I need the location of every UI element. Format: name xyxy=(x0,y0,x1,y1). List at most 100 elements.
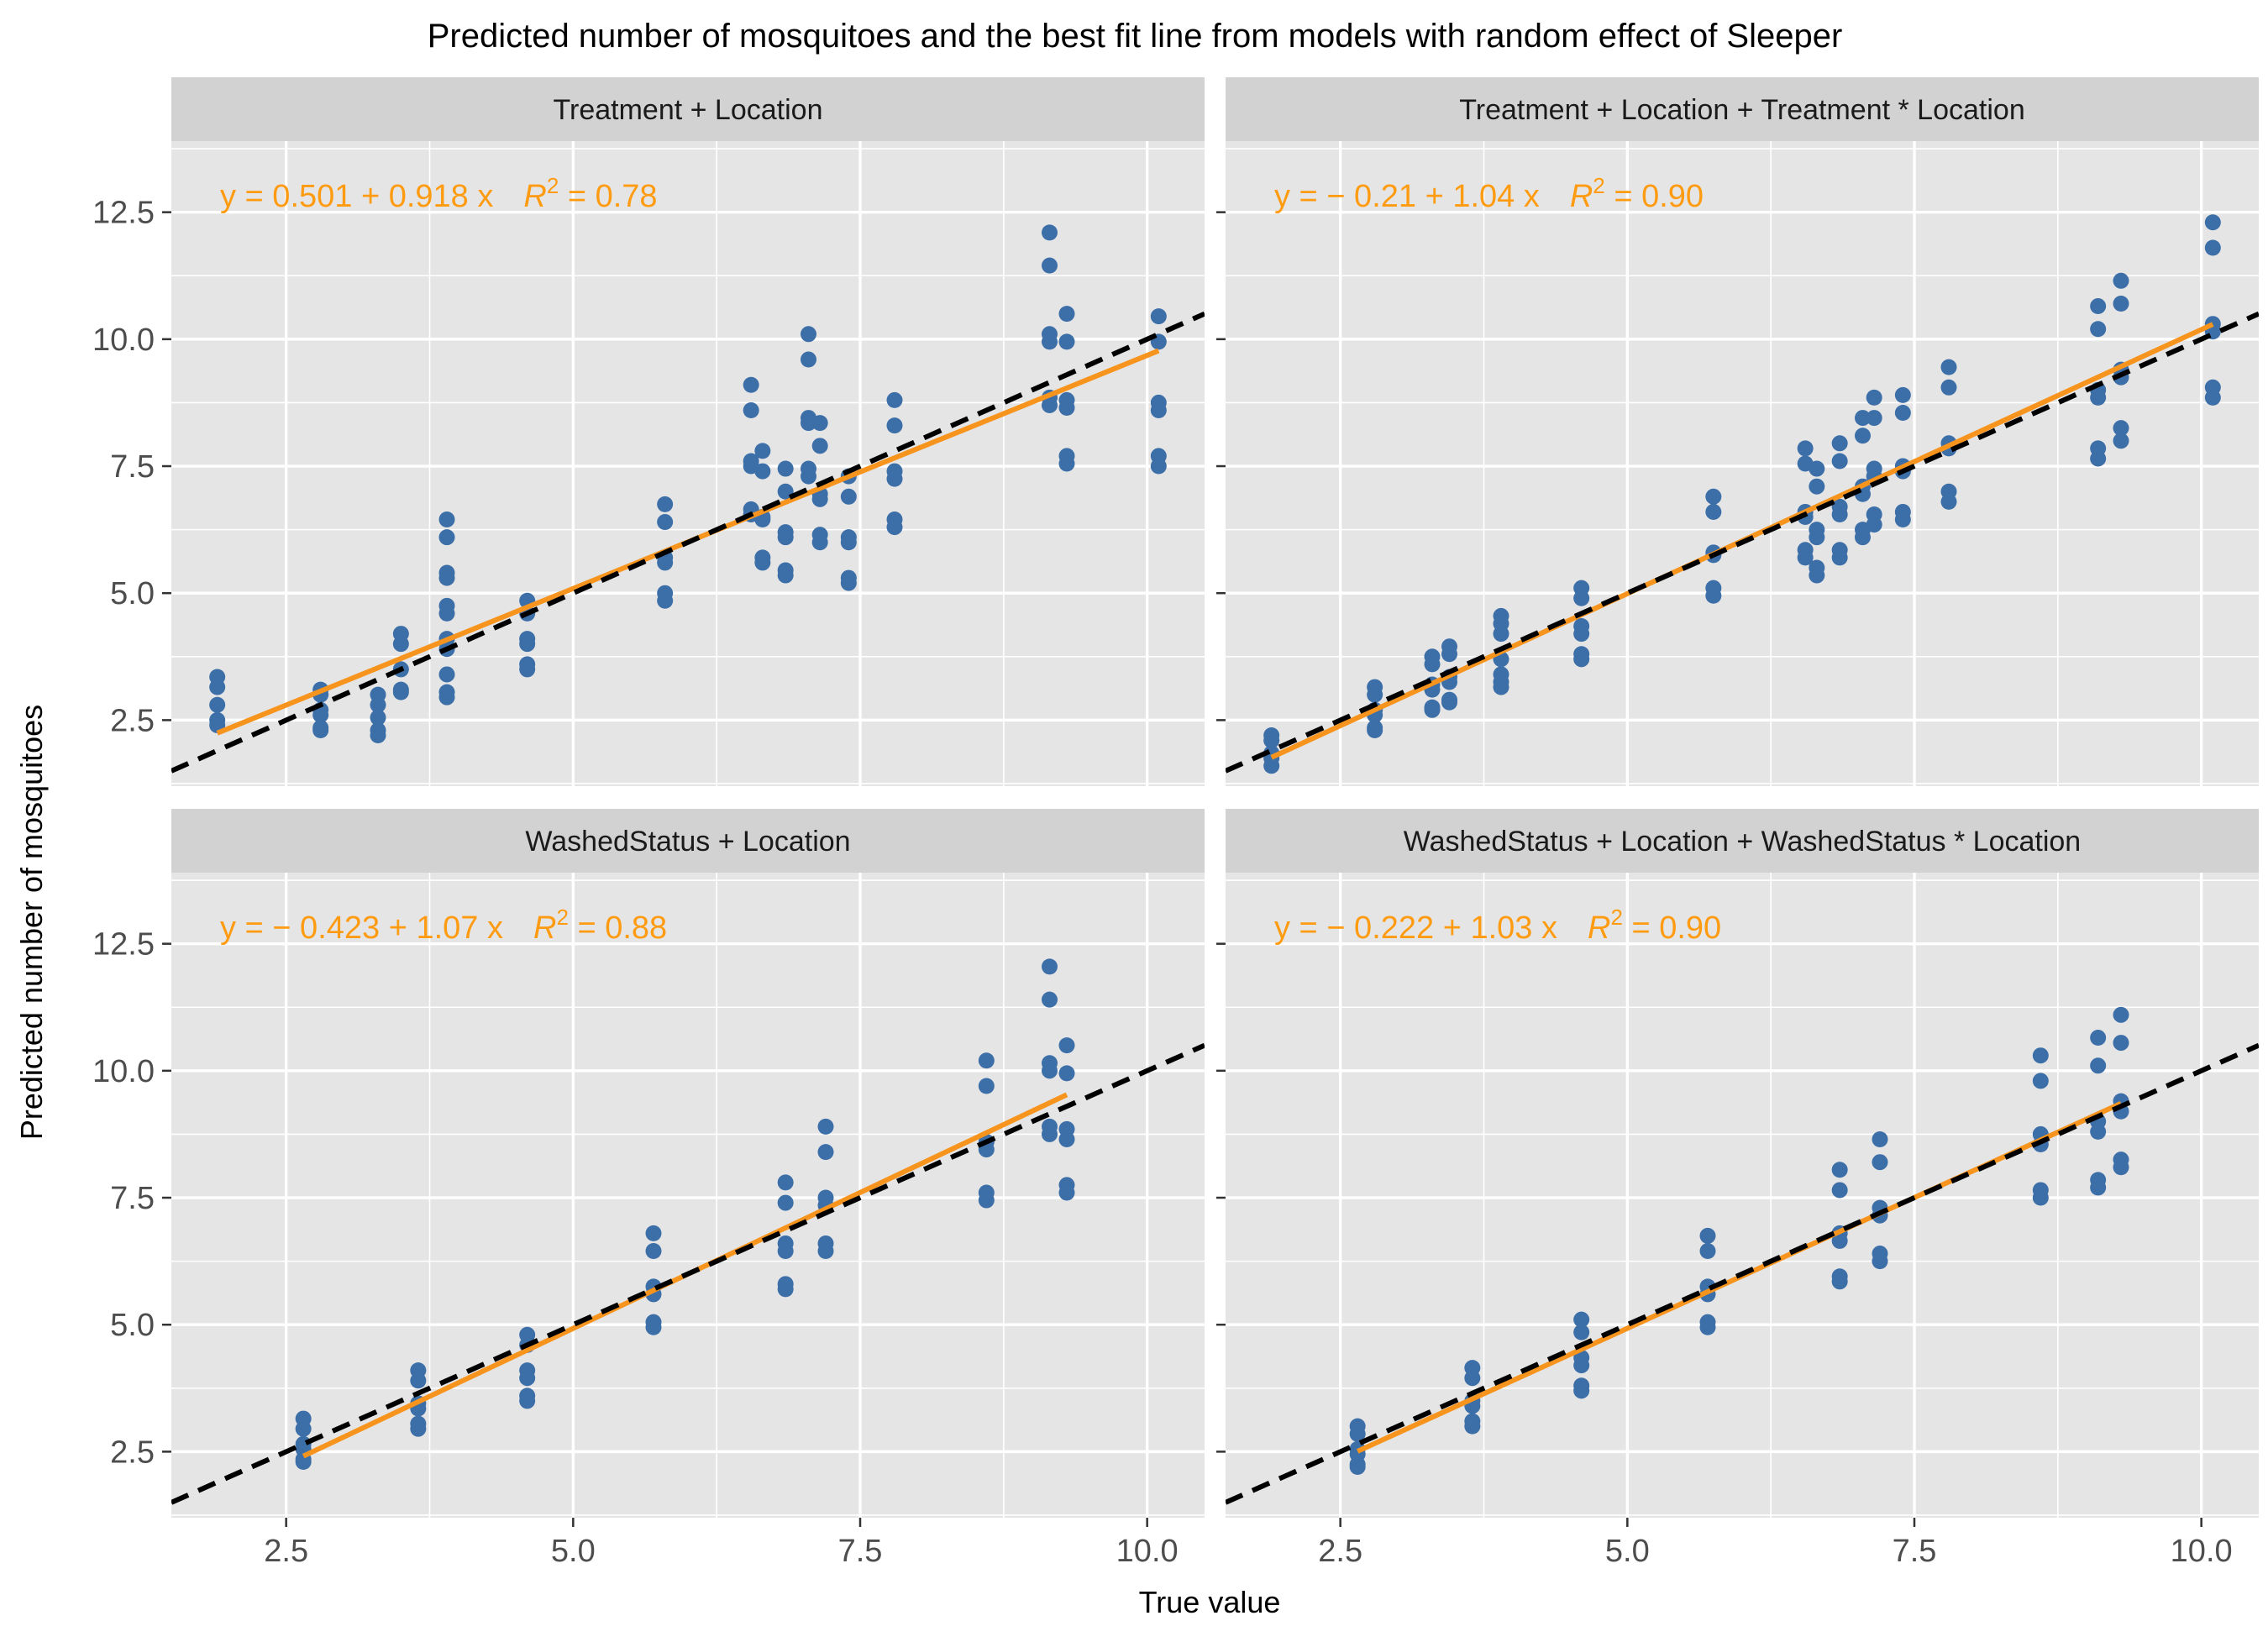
equation-r2-label: R xyxy=(1570,179,1593,214)
equation-r2-value: = 0.88 xyxy=(569,910,667,946)
data-point xyxy=(1940,493,1957,510)
data-point xyxy=(1042,1125,1058,1142)
data-point xyxy=(1573,1324,1590,1340)
data-point xyxy=(657,554,674,571)
data-point xyxy=(645,1225,662,1241)
data-point xyxy=(410,1420,427,1437)
data-point xyxy=(1042,1062,1058,1079)
data-point xyxy=(1809,460,1825,477)
y-tick-label: 7.5 xyxy=(110,1181,155,1216)
data-point xyxy=(817,1243,834,1260)
data-point xyxy=(657,514,674,531)
data-point xyxy=(2090,1179,2107,1196)
data-point xyxy=(1797,549,1814,566)
data-point xyxy=(1042,224,1058,241)
data-point xyxy=(519,1370,536,1387)
regression-equation: y = − 0.222 + 1.03 x R2 = 0.90 xyxy=(1274,905,1721,946)
data-point xyxy=(438,529,455,546)
data-point xyxy=(2032,1073,2049,1089)
data-point xyxy=(777,460,794,477)
data-point xyxy=(1441,694,1457,711)
panel-strip xyxy=(171,809,1205,873)
panel-strip-label: WashedStatus + Location xyxy=(525,826,850,858)
data-point xyxy=(1150,402,1167,419)
panel-strip xyxy=(1226,809,2259,873)
data-point xyxy=(1349,1459,1366,1476)
data-point xyxy=(1058,455,1075,472)
data-point xyxy=(645,1243,662,1260)
data-point xyxy=(2113,1035,2129,1052)
data-point xyxy=(1705,587,1722,604)
regression-equation: y = − 0.423 + 1.07 x R2 = 0.88 xyxy=(220,905,667,946)
data-point xyxy=(1424,701,1441,718)
data-point xyxy=(2090,450,2107,467)
data-point xyxy=(438,689,455,706)
data-point xyxy=(1263,732,1280,749)
data-point xyxy=(777,1174,794,1191)
panel-background xyxy=(171,873,1205,1518)
data-point xyxy=(1894,386,1911,403)
data-point xyxy=(1831,453,1848,470)
data-point xyxy=(1464,1418,1481,1435)
reference-line xyxy=(1226,311,2259,774)
data-point xyxy=(1058,306,1075,323)
data-point xyxy=(777,529,794,546)
y-tick-label: 12.5 xyxy=(92,196,155,231)
data-point xyxy=(645,1319,662,1335)
x-tick-label: 5.0 xyxy=(551,1534,596,1569)
data-point xyxy=(1940,359,1957,375)
data-point xyxy=(886,417,903,434)
data-point xyxy=(312,706,329,723)
x-tick-label: 10.0 xyxy=(2171,1534,2233,1569)
data-point xyxy=(1831,1182,1848,1199)
panel-background xyxy=(1226,873,2259,1518)
data-point xyxy=(1699,1227,1716,1244)
data-point xyxy=(370,709,386,726)
y-tick-label: 2.5 xyxy=(110,703,155,738)
data-point xyxy=(1058,1131,1075,1147)
reference-line xyxy=(171,1042,1205,1505)
data-point xyxy=(657,496,674,512)
data-point xyxy=(1441,646,1457,663)
y-tick-label: 10.0 xyxy=(92,323,155,358)
data-point xyxy=(1894,405,1911,422)
data-point xyxy=(1042,333,1058,350)
data-point xyxy=(1573,651,1590,668)
data-point xyxy=(1058,1184,1075,1201)
panel-strip xyxy=(171,77,1205,141)
data-point xyxy=(519,661,536,678)
y-tick-label: 5.0 xyxy=(110,576,155,611)
data-point xyxy=(2032,1047,2049,1064)
data-point xyxy=(817,1118,834,1135)
panel-strip-label: Treatment + Location + Treatment * Locat… xyxy=(1459,94,2024,126)
x-tick-label: 10.0 xyxy=(1116,1534,1179,1569)
equation-r2-value: = 0.90 xyxy=(1623,910,1721,946)
equation-r2-superscript: 2 xyxy=(1593,173,1604,198)
data-point xyxy=(1042,958,1058,975)
data-point xyxy=(1797,440,1814,457)
data-point xyxy=(1855,428,1871,444)
data-point xyxy=(1042,991,1058,1008)
x-tick-label: 7.5 xyxy=(1893,1534,1937,1569)
data-point xyxy=(2113,420,2129,437)
panel-strip-label: Treatment + Location xyxy=(554,94,823,126)
data-point xyxy=(1349,1425,1366,1442)
chart-title: Predicted number of mosquitoes and the b… xyxy=(428,18,1843,55)
panel-1: Treatment + Location y = 0.501 + 0.918 x R… xyxy=(92,77,1205,786)
equation-fit: y = 0.501 + 0.918 x xyxy=(220,179,493,214)
data-point xyxy=(519,636,536,653)
data-point xyxy=(209,679,226,695)
data-point xyxy=(1058,399,1075,416)
data-point xyxy=(1866,389,1882,406)
data-point xyxy=(2113,433,2129,449)
data-point xyxy=(438,511,455,528)
panel-strip-label: WashedStatus + Location + WashedStatus *… xyxy=(1404,826,2081,858)
data-point xyxy=(1573,590,1590,606)
data-point xyxy=(2113,272,2129,289)
reference-line-group xyxy=(171,311,1205,774)
x-tick-label: 2.5 xyxy=(1318,1534,1362,1569)
data-point xyxy=(811,491,828,507)
data-point xyxy=(1866,517,1882,533)
y-tick-label: 12.5 xyxy=(92,927,155,963)
x-tick-label: 5.0 xyxy=(1605,1534,1650,1569)
